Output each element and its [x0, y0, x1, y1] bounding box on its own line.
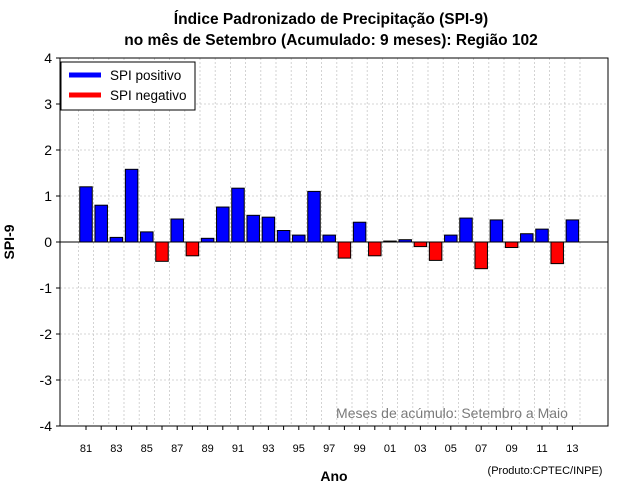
bar-2008 — [489, 219, 504, 243]
legend-negative-label: SPI negativo — [110, 88, 187, 103]
bar-1989 — [200, 237, 215, 243]
bar-2013 — [565, 219, 580, 243]
bar-2006 — [459, 217, 473, 243]
y-tick-label: 2 — [44, 142, 52, 158]
bar-1996 — [307, 190, 321, 243]
bar-1995 — [292, 234, 306, 243]
x-tick-label: 05 — [445, 443, 457, 455]
chart-title-line2: no mês de Setembro (Acumulado: 9 meses):… — [124, 32, 537, 49]
x-tick-label: 09 — [505, 443, 517, 455]
bar-2000 — [368, 241, 382, 257]
chart-title-line1: Índice Padronizado de Precipitação (SPI-… — [174, 11, 488, 28]
x-tick-label: 01 — [384, 443, 396, 455]
y-tick-label: -3 — [40, 372, 53, 388]
bar-2007 — [474, 241, 488, 270]
x-tick-label: 83 — [110, 443, 122, 455]
bar-2010 — [520, 233, 534, 243]
bar-1984 — [124, 168, 139, 243]
y-tick-label: 1 — [44, 188, 52, 204]
x-tick-label: 07 — [475, 443, 487, 455]
x-axis-label: Ano — [320, 468, 347, 484]
bar-2012 — [550, 241, 564, 265]
y-tick-label: 4 — [44, 50, 52, 66]
bar-1983 — [109, 236, 124, 243]
bar-1994 — [276, 230, 291, 243]
bar-1993 — [261, 216, 276, 243]
x-tick-label: 11 — [536, 443, 547, 455]
y-tick-label: 0 — [44, 234, 52, 250]
x-tick-label: 03 — [414, 443, 426, 455]
bar-1997 — [322, 234, 336, 243]
bar-1985 — [140, 231, 154, 243]
y-axis-ticks: 4 3 2 1 0 -1 -2 -3 -4 — [40, 50, 60, 434]
x-tick-label: 97 — [323, 443, 335, 455]
bar-1981 — [79, 186, 93, 243]
legend-box — [60, 61, 196, 111]
x-tick-label: 85 — [141, 443, 153, 455]
bar-1986 — [155, 241, 169, 262]
x-tick-label: 13 — [566, 443, 578, 455]
bar-1992 — [246, 214, 260, 243]
x-tick-label: 99 — [353, 443, 365, 455]
bar-1998 — [337, 241, 352, 259]
legend: SPI positivo SPI negativo — [60, 61, 196, 111]
x-axis-ticks: 81 83 85 87 89 91 93 95 97 99 01 03 05 07 09 11 13 — [80, 426, 579, 455]
y-tick-label: 3 — [44, 96, 52, 112]
product-credit: (Produto:CPTEC/INPE) — [488, 465, 603, 477]
legend-positive-label: SPI positivo — [110, 68, 181, 83]
bar-2004 — [428, 241, 443, 261]
x-tick-label: 93 — [262, 443, 274, 455]
bar-1988 — [185, 241, 200, 257]
y-tick-label: -2 — [40, 326, 53, 342]
bars — [79, 168, 580, 270]
x-tick-label: 91 — [232, 443, 244, 455]
y-tick-label: -4 — [40, 418, 53, 434]
bar-1990 — [216, 206, 230, 243]
y-tick-label: -1 — [40, 280, 53, 296]
bar-2005 — [444, 234, 458, 243]
bar-1987 — [170, 218, 184, 243]
accumulation-note: Meses de acúmulo: Setembro a Maio — [336, 405, 568, 421]
y-axis-label: SPI-9 — [1, 224, 17, 259]
bar-2009 — [504, 241, 519, 249]
bar-2003 — [413, 241, 428, 248]
x-tick-label: 87 — [171, 443, 183, 455]
x-tick-label: 89 — [201, 443, 213, 455]
x-tick-label: 81 — [80, 443, 92, 455]
bar-2011 — [535, 228, 549, 243]
bar-1991 — [231, 187, 245, 243]
bar-1999 — [352, 221, 367, 243]
bar-1982 — [94, 204, 108, 243]
x-tick-label: 95 — [293, 443, 305, 455]
